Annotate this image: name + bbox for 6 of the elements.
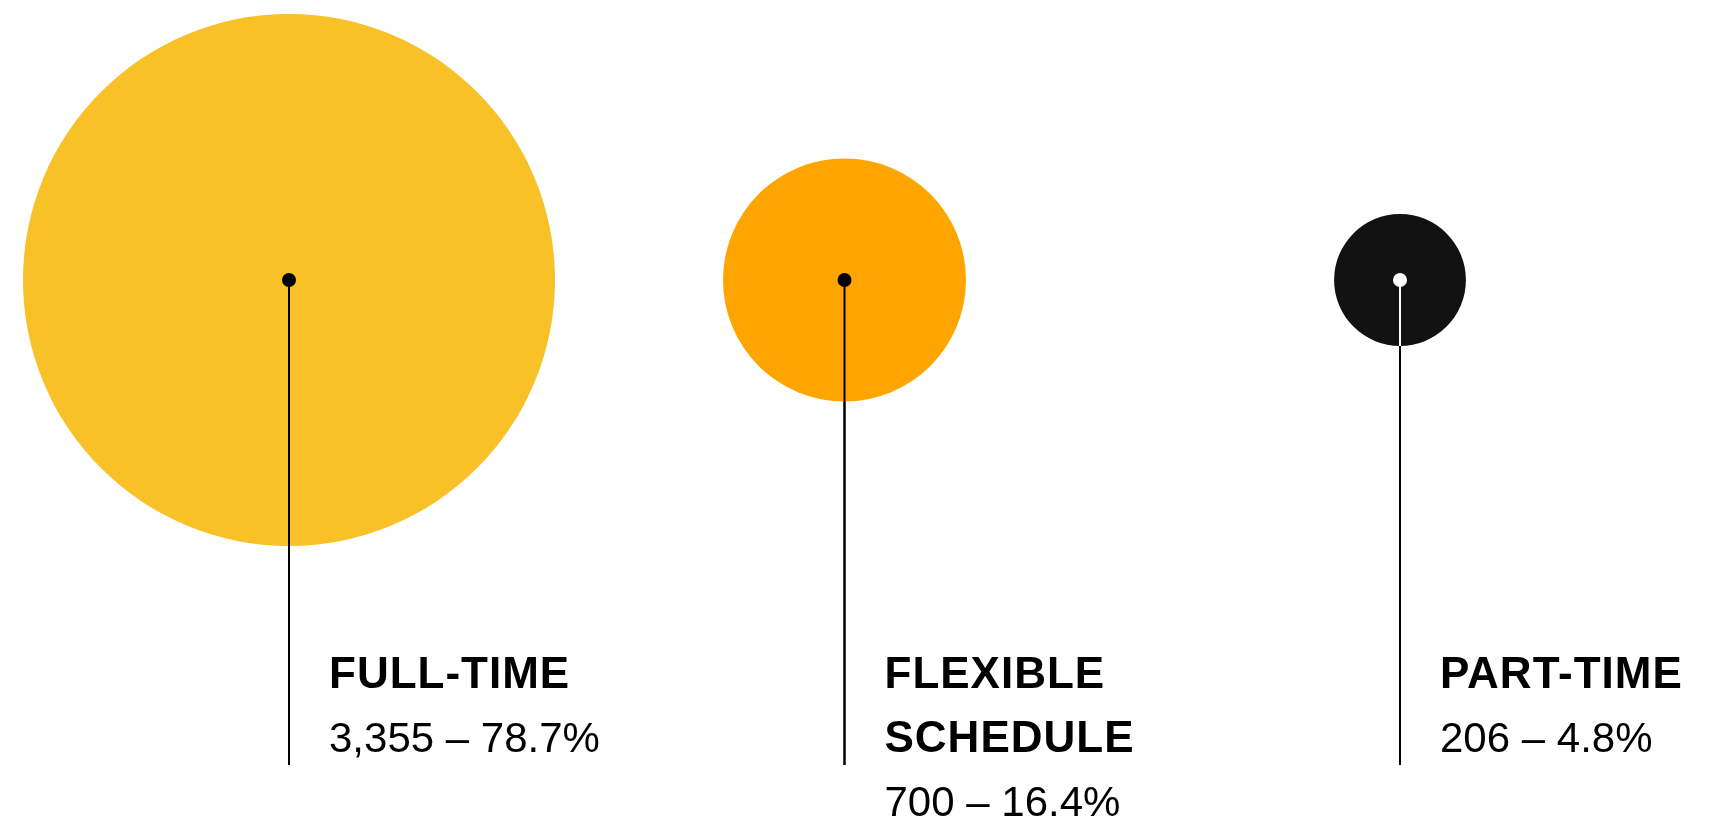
data-label: 3,355 – 78.7% — [329, 714, 600, 761]
category-label: FULL-TIME — [329, 648, 571, 697]
data-label: 700 – 16.4% — [884, 778, 1121, 825]
category-label: PART-TIME — [1440, 648, 1683, 697]
data-label: 206 – 4.8% — [1440, 714, 1653, 761]
category-label: FLEXIBLE SCHEDULE — [884, 648, 1135, 761]
